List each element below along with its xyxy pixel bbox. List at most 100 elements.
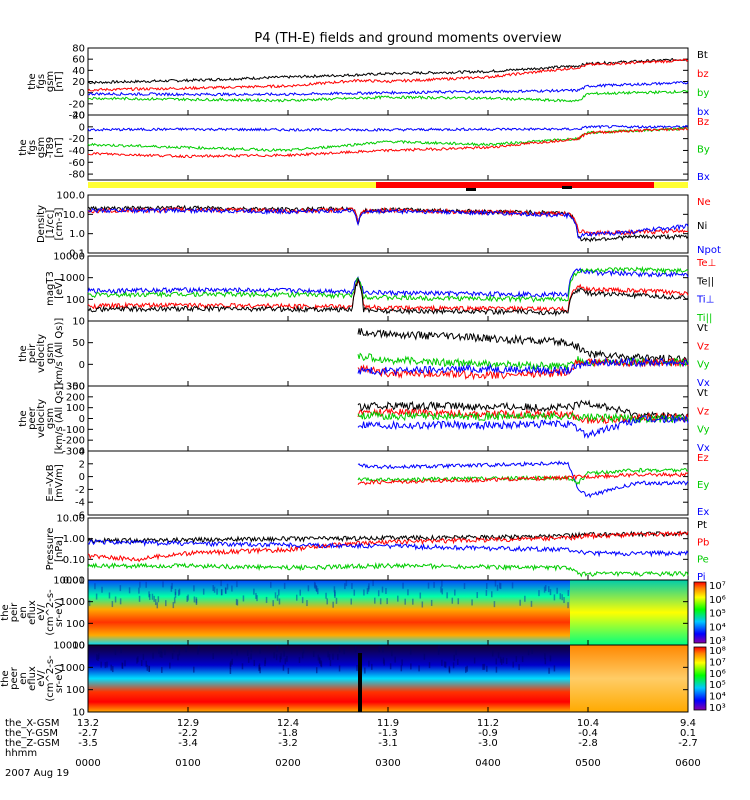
spectrogram-texture bbox=[412, 598, 414, 605]
spectrogram-texture bbox=[149, 593, 151, 600]
spectrogram-texture bbox=[453, 654, 455, 661]
spectrogram-texture bbox=[139, 581, 141, 588]
spectrogram-texture bbox=[524, 595, 526, 602]
spectrogram-texture bbox=[279, 656, 281, 663]
y-axis-label: the bbox=[18, 345, 29, 361]
spectrogram-texture bbox=[287, 667, 290, 674]
y-axis-label: peer bbox=[27, 406, 38, 430]
legend-entry: Vt bbox=[697, 388, 708, 399]
y-tick-label: -2 bbox=[75, 485, 85, 496]
y-axis-label: en bbox=[18, 672, 29, 685]
spectrogram-texture bbox=[108, 592, 111, 599]
spectrogram-texture bbox=[455, 649, 457, 656]
series-line bbox=[357, 352, 689, 371]
y-axis-label: fgs bbox=[27, 140, 38, 155]
spectrogram-texture bbox=[177, 589, 180, 596]
y-tick-label: 0.01 bbox=[63, 576, 85, 587]
spectrogram-texture bbox=[152, 652, 154, 659]
spectrogram-texture bbox=[441, 588, 444, 595]
spectrogram-texture bbox=[202, 588, 205, 595]
spectrogram-texture bbox=[98, 652, 100, 659]
spectrogram-texture bbox=[515, 656, 518, 663]
spectrogram-texture bbox=[491, 591, 493, 598]
spectrogram-texture bbox=[441, 580, 443, 587]
legend-entry: Bx bbox=[697, 172, 710, 183]
y-tick-label: 50 bbox=[72, 338, 85, 349]
spectrogram-texture bbox=[433, 581, 435, 588]
spectrogram-texture bbox=[495, 666, 498, 673]
spectrogram-texture bbox=[332, 601, 334, 608]
spectrogram-texture bbox=[169, 662, 171, 669]
series-line bbox=[87, 539, 689, 558]
spectrogram-texture bbox=[326, 598, 328, 605]
y-tick-label: 300 bbox=[66, 382, 85, 393]
spectrogram-texture bbox=[145, 581, 147, 588]
y-axis-label: the bbox=[18, 410, 29, 426]
legend-entry: By bbox=[697, 145, 710, 156]
colorbar-tick: 10⁶ bbox=[709, 595, 726, 606]
spectrogram-texture bbox=[114, 596, 117, 603]
panel-temperature: 10000 1000 100 10 magT3[eV] Te⊥ Te|| Ti⊥ Ti|| bbox=[45, 252, 716, 328]
spectrogram-texture bbox=[178, 588, 181, 595]
y-axis-label: E=-VxB bbox=[45, 464, 56, 501]
y-axis-label: magT3 bbox=[45, 271, 56, 306]
y-axis-label: Density bbox=[36, 205, 47, 243]
legend-entry: Pt bbox=[697, 520, 707, 531]
spectrogram-texture bbox=[320, 661, 323, 668]
panel-frame bbox=[87, 517, 689, 581]
spectrogram-texture bbox=[328, 653, 331, 660]
chart-title: P4 (TH-E) fields and ground moments over… bbox=[254, 31, 562, 46]
spectrogram-texture bbox=[230, 648, 233, 655]
spectrogram-texture bbox=[430, 599, 433, 606]
spectrogram-texture bbox=[212, 584, 214, 591]
panel-pressure: 10.00 1.00 0.10 0.01 Pressure[nPa] Pt Pb Pe Pi bbox=[45, 514, 709, 587]
y-axis-label: [mV/m] bbox=[54, 464, 65, 502]
y-axis-label: Pressure bbox=[45, 528, 56, 571]
spectrogram-image-late bbox=[570, 645, 688, 712]
spectrogram-texture bbox=[154, 599, 157, 606]
spectrogram-texture bbox=[138, 595, 141, 602]
spectrogram-texture bbox=[259, 647, 261, 654]
legend-entry: bz bbox=[697, 69, 709, 80]
spectrogram-texture bbox=[465, 666, 467, 673]
x-row-label: the_Z-GSM bbox=[5, 738, 60, 749]
spectrogram-texture bbox=[483, 663, 486, 670]
spectrogram-texture bbox=[174, 588, 177, 595]
spectrogram-texture bbox=[111, 601, 114, 608]
legend-entry: Vz bbox=[697, 341, 709, 352]
y-axis-label: [nT] bbox=[54, 137, 65, 157]
spectrogram-texture bbox=[497, 652, 500, 659]
x-tick-label: 0300 bbox=[375, 758, 400, 769]
y-tick-label: 100 bbox=[66, 619, 85, 630]
spectrogram-texture bbox=[306, 600, 308, 607]
legend-entry: Ex bbox=[697, 507, 709, 518]
x-row-value: -1.3 bbox=[378, 728, 398, 739]
legend-entry: Ni bbox=[697, 221, 707, 232]
spectrogram-texture bbox=[165, 600, 167, 607]
spectrogram-texture bbox=[250, 653, 252, 660]
legend-entry: Te|| bbox=[696, 276, 714, 287]
spectrogram-texture bbox=[457, 658, 459, 665]
spectrogram-texture bbox=[259, 667, 261, 674]
spectrogram-texture bbox=[476, 592, 478, 599]
spectrogram-texture bbox=[221, 589, 223, 596]
spectrogram-texture bbox=[301, 652, 304, 659]
x-row-value: -3.1 bbox=[378, 738, 398, 749]
series-line bbox=[357, 399, 689, 421]
spectrogram-texture bbox=[452, 662, 455, 669]
spectrogram-texture bbox=[367, 585, 370, 592]
spectrogram-texture bbox=[195, 598, 198, 605]
panel-density: 100.0 10.0 1.0 0.1 Density[1/cc][cm-3] Ne Ni Np… bbox=[36, 191, 721, 260]
spectrogram-texture bbox=[493, 601, 496, 608]
spectrogram-texture bbox=[286, 655, 288, 662]
spectrogram-texture bbox=[538, 590, 540, 597]
spectrogram-texture bbox=[404, 598, 406, 605]
x-row-value: -0.9 bbox=[478, 728, 498, 739]
y-tick-label: 1000 bbox=[60, 273, 85, 284]
spectrogram-texture bbox=[161, 651, 163, 658]
colorbar bbox=[693, 581, 707, 644]
spectrogram-texture bbox=[299, 589, 301, 596]
spectrogram-texture bbox=[397, 595, 399, 602]
